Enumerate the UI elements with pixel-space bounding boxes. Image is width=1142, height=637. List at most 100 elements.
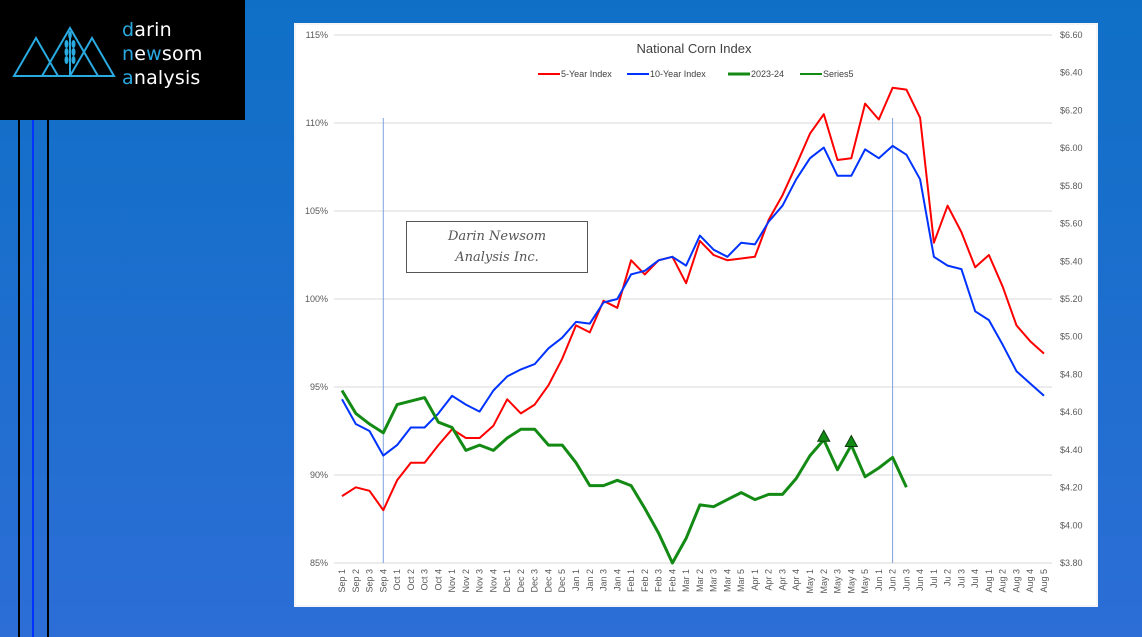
x-tick-label: Jun 3 xyxy=(901,569,911,591)
x-tick-label: Sep 1 xyxy=(337,569,347,593)
x-tick-label: Nov 3 xyxy=(475,569,485,593)
vertical-markers xyxy=(382,118,894,563)
x-tick-label: Oct 2 xyxy=(406,569,416,591)
x-tick-label: Apr 3 xyxy=(777,569,787,591)
x-tick-label: Oct 3 xyxy=(420,569,430,591)
logo-wordmark: darin newsom analysis xyxy=(122,18,203,90)
x-tick-label: Jul 4 xyxy=(970,569,980,588)
mountains-wheat-icon xyxy=(12,26,116,77)
x-tick-label: Mar 1 xyxy=(681,569,691,592)
x-tick-label: Jun 1 xyxy=(874,569,884,591)
x-tick-label: Jun 4 xyxy=(915,569,925,591)
x-tick-label: Mar 3 xyxy=(709,569,719,592)
right-axis-ticks: $3.80 $4.00 $4.20 $4.40 $4.60 $4.80 $5.00 $5.20… xyxy=(1060,30,1083,568)
x-tick-label: Dec 4 xyxy=(543,569,553,593)
gridlines xyxy=(334,34,1052,564)
logo: darin newsom analysis xyxy=(0,0,245,120)
x-tick-label: Jun 2 xyxy=(888,569,898,591)
x-tick-label: May 5 xyxy=(860,569,870,594)
x-tick-label: Sep 2 xyxy=(351,569,361,593)
x-tick-label: Feb 3 xyxy=(654,569,664,592)
chart-title: National Corn Index xyxy=(637,41,752,56)
chart-frame xyxy=(294,23,1098,607)
decorative-bar xyxy=(18,120,20,637)
legend: 5-Year Index 10-Year Index 2023-24 Series5 xyxy=(538,69,854,79)
logo-line-darin: darin xyxy=(122,19,172,41)
x-tick-label: Dec 3 xyxy=(530,569,540,593)
x-tick-label: Feb 1 xyxy=(626,569,636,592)
x-tick-label: Jan 1 xyxy=(571,569,581,591)
triangle-marker xyxy=(816,429,831,442)
y-tick-label: 105% xyxy=(305,206,328,216)
x-tick-label: Oct 4 xyxy=(433,569,443,591)
logo-line-newsom: newsom xyxy=(122,43,203,65)
y2-tick-label: $4.60 xyxy=(1060,407,1083,417)
y2-tick-label: $4.20 xyxy=(1060,483,1083,493)
y2-tick-label: $6.60 xyxy=(1060,30,1083,40)
x-tick-label: Feb 2 xyxy=(640,569,650,592)
x-tick-label: Jan 3 xyxy=(599,569,609,591)
legend-label: 5-Year Index xyxy=(561,69,612,79)
series-lines xyxy=(340,86,1045,565)
x-tick-label: Jan 4 xyxy=(612,569,622,591)
x-tick-label: Nov 4 xyxy=(488,569,498,593)
watermark-box: Darin Newsom Analysis Inc. xyxy=(406,221,588,273)
series-line-10-year-index xyxy=(341,144,1045,457)
x-tick-label: Sep 4 xyxy=(378,569,388,593)
x-tick-label: Dec 2 xyxy=(516,569,526,593)
x-tick-label: Ju 2 xyxy=(943,569,953,586)
x-tick-label: Aug 4 xyxy=(1025,569,1035,593)
x-tick-label: Feb 4 xyxy=(667,569,677,592)
left-axis-ticks: 85% 90% 95% 100% 105% 110% 115% xyxy=(305,30,328,568)
x-tick-label: Apr 2 xyxy=(764,569,774,591)
x-tick-label: Mar 2 xyxy=(695,569,705,592)
x-tick-label: Aug 1 xyxy=(984,569,994,593)
legend-item: 5-Year Index xyxy=(538,69,612,79)
watermark-line-1: Darin Newsom xyxy=(447,229,547,244)
y-tick-label: 85% xyxy=(310,558,328,568)
x-tick-label: Dec 1 xyxy=(502,569,512,593)
x-axis-ticks: Sep 1 Sep 2 Sep 3 Sep 4 Oct 1 Oct 2 Oct 3 Oct 4… xyxy=(337,569,1049,594)
x-tick-label: Nov 2 xyxy=(461,569,471,593)
x-tick-label: Mar 4 xyxy=(722,569,732,592)
x-tick-label: Jul 1 xyxy=(929,569,939,588)
logo-line-analysis: analysis xyxy=(122,67,201,89)
chart-area xyxy=(296,25,1096,605)
y-tick-label: 100% xyxy=(305,294,328,304)
x-tick-label: Jul 3 xyxy=(956,569,966,588)
x-tick-label: Mar 5 xyxy=(736,569,746,592)
legend-label: 10-Year Index xyxy=(650,69,706,79)
x-tick-label: Apr 1 xyxy=(750,569,760,591)
legend-item: Series5 xyxy=(800,69,854,79)
x-tick-label: Aug 2 xyxy=(998,569,1008,593)
y2-tick-label: $5.20 xyxy=(1060,294,1083,304)
x-tick-label: Oct 1 xyxy=(392,569,402,591)
y-tick-label: 115% xyxy=(306,30,328,40)
legend-item: 2023-24 xyxy=(728,69,784,79)
legend-label: Series5 xyxy=(823,69,854,79)
x-tick-label: Apr 4 xyxy=(791,569,801,591)
y2-tick-label: $4.80 xyxy=(1060,369,1083,379)
x-tick-label: May 3 xyxy=(833,569,843,594)
x-tick-label: May 4 xyxy=(846,569,856,594)
y2-tick-label: $4.00 xyxy=(1060,520,1083,530)
series-line-2023-24 xyxy=(340,389,908,565)
y2-tick-label: $5.40 xyxy=(1060,256,1083,266)
legend-label: 2023-24 xyxy=(751,69,784,79)
y2-tick-label: $3.80 xyxy=(1060,558,1083,568)
series-markers xyxy=(816,429,859,448)
decorative-bar xyxy=(32,120,34,637)
y2-tick-label: $6.00 xyxy=(1060,143,1083,153)
y2-tick-label: $5.80 xyxy=(1060,181,1083,191)
x-tick-label: Aug 5 xyxy=(1039,569,1049,593)
x-tick-label: Aug 3 xyxy=(1011,569,1021,593)
y2-tick-label: $5.00 xyxy=(1060,332,1083,342)
y2-tick-label: $5.60 xyxy=(1060,219,1083,229)
watermark-line-2: Analysis Inc. xyxy=(455,250,539,265)
y-tick-label: 90% xyxy=(310,470,328,480)
y2-tick-label: $6.40 xyxy=(1060,68,1083,78)
triangle-marker xyxy=(844,434,859,448)
x-tick-label: Dec 5 xyxy=(557,569,567,593)
x-tick-label: Jan 2 xyxy=(585,569,595,591)
